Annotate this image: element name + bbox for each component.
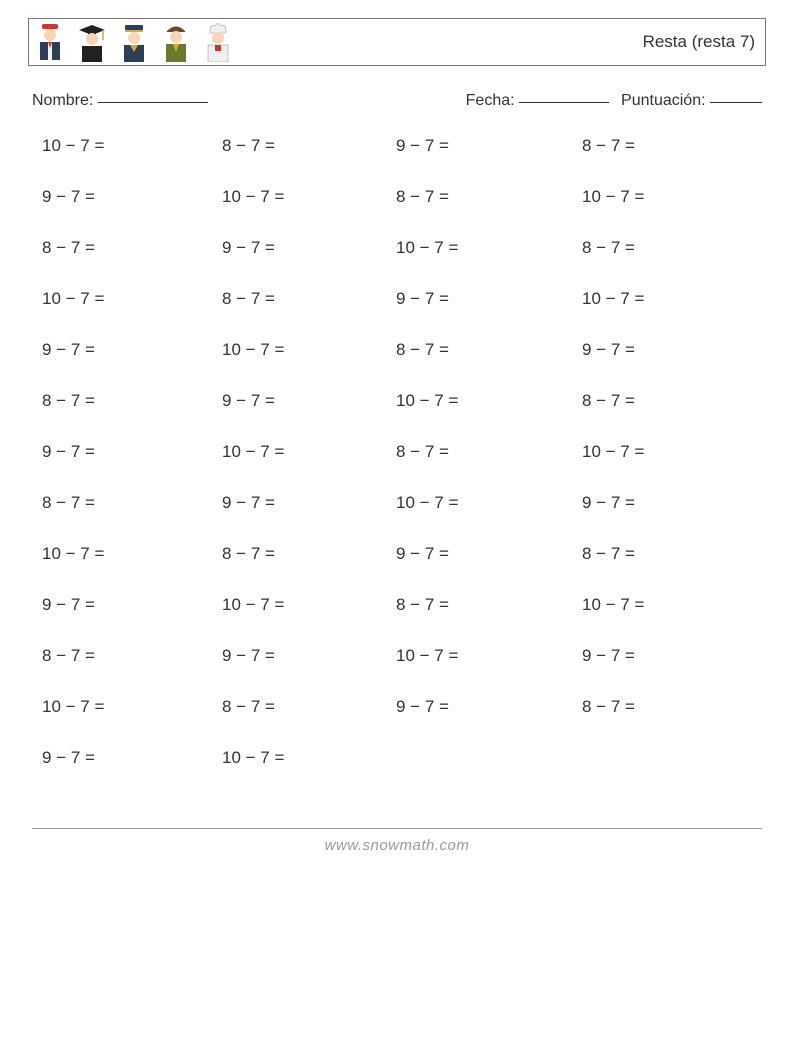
- problem-cell: 9 − 7 =: [42, 340, 222, 360]
- header-box: Resta (resta 7): [28, 18, 766, 66]
- score-label: Puntuación:: [621, 92, 706, 109]
- problem-cell: 9 − 7 =: [222, 646, 396, 666]
- footer-url: www.snowmath.com: [28, 829, 766, 872]
- problem-cell: 8 − 7 =: [222, 136, 396, 156]
- problem-cell: 9 − 7 =: [582, 493, 762, 513]
- name-blank[interactable]: [98, 102, 208, 103]
- problem-cell: 8 − 7 =: [396, 442, 582, 462]
- problem-row: 10 − 7 =8 − 7 =9 − 7 =8 − 7 =: [42, 697, 766, 717]
- problem-cell: 9 − 7 =: [396, 289, 582, 309]
- problem-cell: 10 − 7 =: [582, 595, 762, 615]
- problem-cell: 8 − 7 =: [396, 340, 582, 360]
- problem-cell: 10 − 7 =: [582, 289, 762, 309]
- problem-cell: 8 − 7 =: [42, 646, 222, 666]
- problem-cell: 8 − 7 =: [582, 544, 762, 564]
- problem-cell: 9 − 7 =: [222, 493, 396, 513]
- problem-cell: 10 − 7 =: [222, 748, 396, 768]
- problem-cell: 9 − 7 =: [42, 595, 222, 615]
- info-row: Nombre: Fecha: Puntuación:: [28, 92, 766, 110]
- date-label: Fecha:: [466, 92, 515, 109]
- problem-cell: [582, 748, 762, 768]
- problem-cell: 8 − 7 =: [582, 391, 762, 411]
- problem-cell: 10 − 7 =: [396, 238, 582, 258]
- problem-cell: 8 − 7 =: [582, 697, 762, 717]
- problem-cell: 9 − 7 =: [42, 748, 222, 768]
- problem-cell: 9 − 7 =: [396, 697, 582, 717]
- officer-icon: [119, 22, 149, 62]
- problem-cell: 9 − 7 =: [396, 544, 582, 564]
- problem-cell: 10 − 7 =: [396, 493, 582, 513]
- problem-row: 10 − 7 =8 − 7 =9 − 7 =8 − 7 =: [42, 544, 766, 564]
- chef-icon: [203, 22, 233, 62]
- problem-row: 9 − 7 =10 − 7 =8 − 7 =10 − 7 =: [42, 187, 766, 207]
- problem-cell: 8 − 7 =: [222, 289, 396, 309]
- problem-cell: 8 − 7 =: [42, 238, 222, 258]
- problem-cell: 9 − 7 =: [42, 187, 222, 207]
- graduate-icon: [77, 22, 107, 62]
- problem-cell: 9 − 7 =: [396, 136, 582, 156]
- problem-cell: 8 − 7 =: [222, 544, 396, 564]
- problem-row: 8 − 7 =9 − 7 =10 − 7 =8 − 7 =: [42, 391, 766, 411]
- problem-row: 8 − 7 =9 − 7 =10 − 7 =9 − 7 =: [42, 646, 766, 666]
- problem-row: 9 − 7 =10 − 7 =8 − 7 =9 − 7 =: [42, 340, 766, 360]
- problem-cell: 8 − 7 =: [396, 595, 582, 615]
- problem-cell: 10 − 7 =: [222, 340, 396, 360]
- problem-cell: 10 − 7 =: [42, 136, 222, 156]
- problem-cell: 9 − 7 =: [582, 646, 762, 666]
- problem-cell: 8 − 7 =: [582, 136, 762, 156]
- name-label: Nombre:: [32, 92, 93, 109]
- problem-cell: 10 − 7 =: [42, 697, 222, 717]
- bellhop-icon: [35, 22, 65, 62]
- problems-grid: 10 − 7 =8 − 7 =9 − 7 =8 − 7 =9 − 7 =10 −…: [28, 136, 766, 768]
- problem-cell: 8 − 7 =: [396, 187, 582, 207]
- problem-cell: 9 − 7 =: [582, 340, 762, 360]
- problem-cell: 10 − 7 =: [582, 187, 762, 207]
- problem-cell: 10 − 7 =: [396, 646, 582, 666]
- problem-cell: [396, 748, 582, 768]
- problem-cell: 10 − 7 =: [222, 595, 396, 615]
- scout-icon: [161, 22, 191, 62]
- date-blank[interactable]: [519, 102, 609, 103]
- problem-row: 9 − 7 =10 − 7 =: [42, 748, 766, 768]
- problem-cell: 10 − 7 =: [582, 442, 762, 462]
- problem-row: 9 − 7 =10 − 7 =8 − 7 =10 − 7 =: [42, 442, 766, 462]
- worksheet-title: Resta (resta 7): [643, 32, 755, 52]
- header-icons: [35, 22, 233, 62]
- problem-cell: 9 − 7 =: [222, 238, 396, 258]
- problem-cell: 10 − 7 =: [222, 187, 396, 207]
- problem-row: 8 − 7 =9 − 7 =10 − 7 =9 − 7 =: [42, 493, 766, 513]
- problem-cell: 10 − 7 =: [42, 289, 222, 309]
- problem-cell: 8 − 7 =: [42, 493, 222, 513]
- problem-cell: 8 − 7 =: [582, 238, 762, 258]
- problem-cell: 10 − 7 =: [42, 544, 222, 564]
- problem-cell: 10 − 7 =: [396, 391, 582, 411]
- problem-row: 8 − 7 =9 − 7 =10 − 7 =8 − 7 =: [42, 238, 766, 258]
- problem-cell: 8 − 7 =: [42, 391, 222, 411]
- problem-cell: 8 − 7 =: [222, 697, 396, 717]
- problem-cell: 10 − 7 =: [222, 442, 396, 462]
- problem-cell: 9 − 7 =: [222, 391, 396, 411]
- problem-row: 9 − 7 =10 − 7 =8 − 7 =10 − 7 =: [42, 595, 766, 615]
- score-blank[interactable]: [710, 102, 762, 103]
- problem-cell: 9 − 7 =: [42, 442, 222, 462]
- problem-row: 10 − 7 =8 − 7 =9 − 7 =10 − 7 =: [42, 289, 766, 309]
- problem-row: 10 − 7 =8 − 7 =9 − 7 =8 − 7 =: [42, 136, 766, 156]
